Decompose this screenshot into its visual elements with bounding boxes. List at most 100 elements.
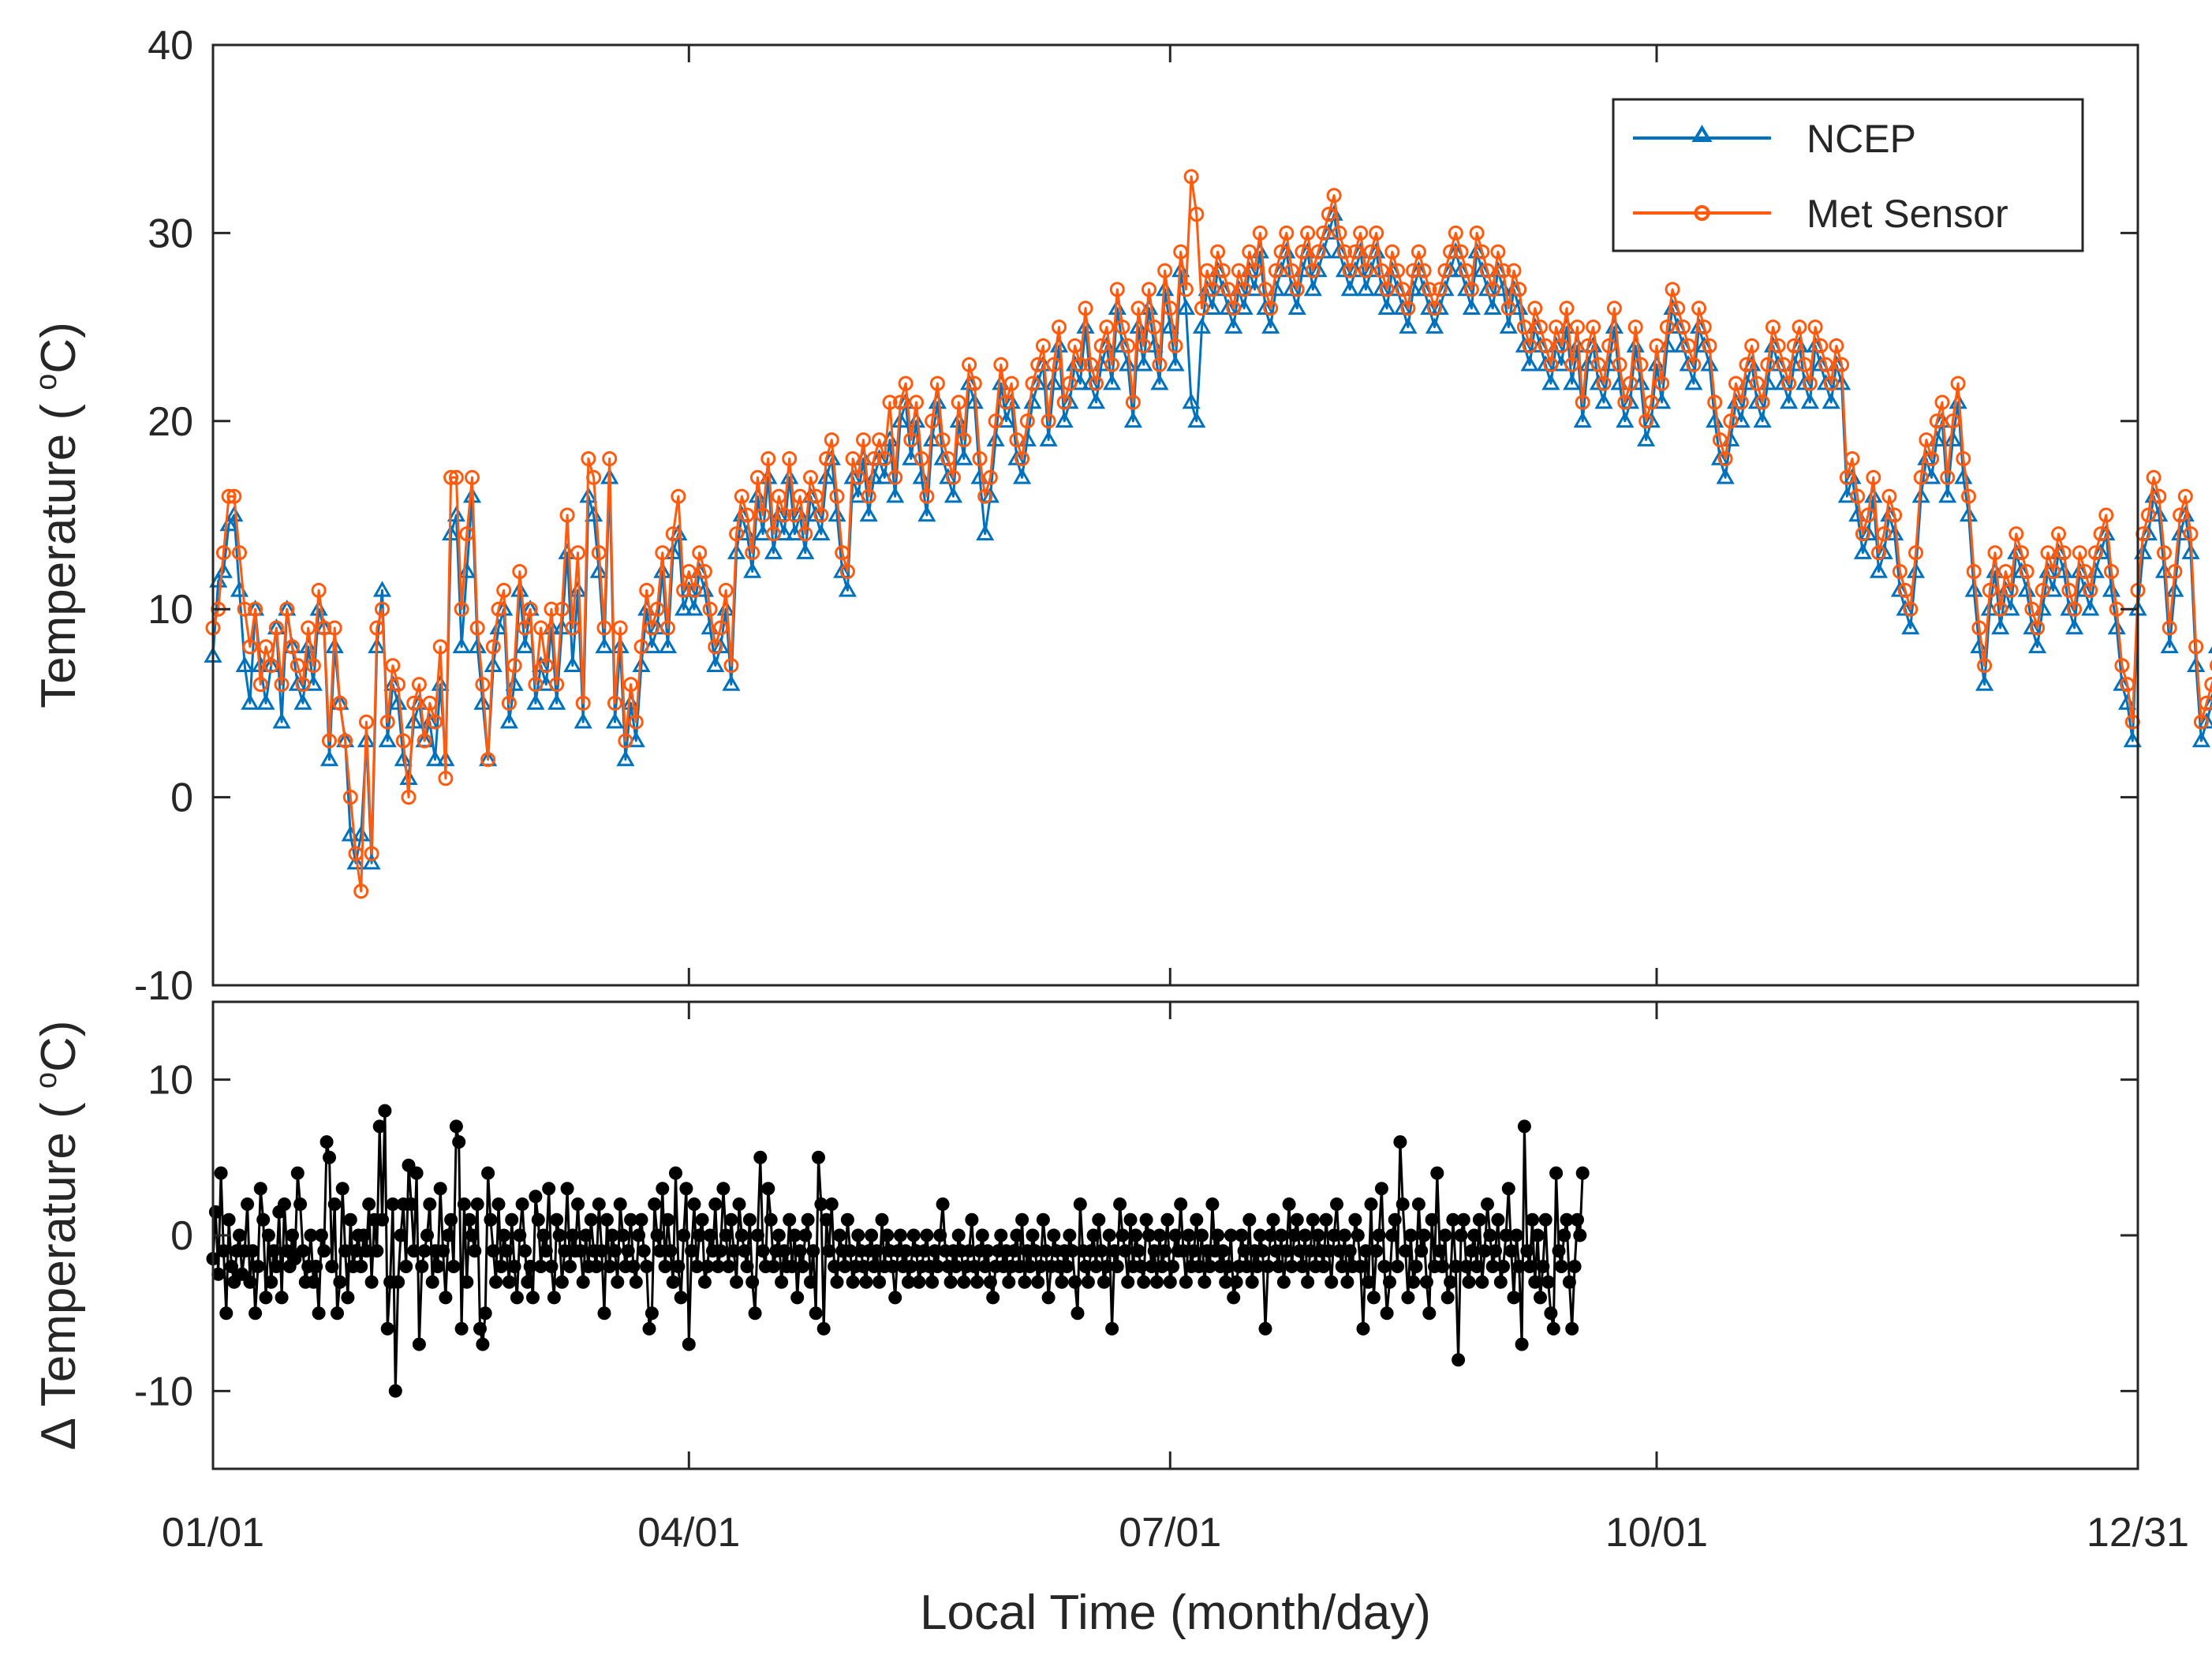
ncep-point	[1166, 355, 1185, 372]
met-sensor-point	[1474, 244, 1490, 260]
ncep-point	[2197, 712, 2212, 729]
delta-temperature-point	[214, 1166, 228, 1180]
delta-temperature-point	[454, 1321, 469, 1336]
delta-temperature-point	[323, 1150, 336, 1164]
delta-temperature-point	[571, 1197, 585, 1211]
delta-temperature-point	[476, 1337, 490, 1351]
ncep-point	[812, 524, 831, 541]
delta-temperature-point	[1073, 1197, 1087, 1211]
delta-temperature-point	[611, 1275, 625, 1289]
ncep-point	[2107, 618, 2126, 635]
delta-temperature-point	[219, 1306, 234, 1321]
delta-temperature-point	[1115, 1228, 1130, 1242]
delta-temperature-point	[1031, 1275, 1045, 1289]
delta-temperature-point	[793, 1244, 807, 1258]
met-sensor-point	[1205, 282, 1220, 297]
met-sensor-point	[1178, 282, 1194, 297]
delta-temperature-point	[893, 1228, 907, 1242]
met-sensor-point	[1733, 394, 1749, 410]
delta-temperature-point	[1417, 1228, 1431, 1242]
ncep-point	[372, 581, 392, 597]
delta-temperature-point	[925, 1275, 940, 1289]
ncep-point	[225, 505, 244, 522]
ncep-point	[1673, 336, 1693, 353]
met-sensor-point	[422, 695, 438, 711]
top-y-tick-label: 10	[148, 587, 193, 633]
met-sensor-point	[1263, 301, 1279, 316]
met-sensor-point	[1522, 338, 1538, 353]
ncep-point	[1483, 298, 1502, 315]
ncep-point	[319, 749, 339, 767]
ncep-point	[1499, 317, 1518, 334]
ncep-point	[1039, 430, 1058, 446]
met-sensor-point	[618, 733, 633, 749]
met-sensor-point	[1332, 225, 1347, 241]
delta-temperature-point	[1166, 1260, 1180, 1273]
delta-temperature-point	[1179, 1275, 1193, 1289]
delta-temperature-point	[1364, 1197, 1378, 1211]
met-sensor-point	[892, 394, 908, 410]
met-sensor-point	[1089, 375, 1104, 391]
met-sensor-point	[2014, 545, 2029, 561]
delta-temperature-point	[708, 1197, 723, 1211]
met-sensor-point	[2019, 564, 2035, 579]
delta-temperature-point	[518, 1244, 532, 1258]
met-sensor-point	[1723, 413, 1739, 429]
delta-temperature-point	[378, 1104, 392, 1118]
delta-temperature-point	[1366, 1291, 1381, 1305]
met-sensor-point	[1654, 375, 1670, 391]
met-sensor-point	[1384, 244, 1400, 260]
delta-temperature-point	[661, 1212, 674, 1227]
met-sensor-point	[1776, 357, 1792, 372]
delta-temperature-point	[1475, 1275, 1489, 1289]
met-sensor-point	[919, 488, 935, 504]
delta-temperature-point	[1256, 1244, 1270, 1258]
delta-temperature-point	[859, 1275, 873, 1289]
met-sensor-point	[1035, 338, 1051, 353]
met-sensor-point	[237, 601, 252, 617]
ncep-point	[833, 562, 852, 578]
ncep-point	[1975, 674, 1994, 691]
ncep-point	[1515, 336, 1534, 353]
legend: NCEP Met Sensor	[1612, 98, 2084, 252]
met-sensor-point	[565, 620, 581, 636]
delta-temperature-point	[1092, 1212, 1106, 1227]
ncep-point	[2065, 618, 2084, 635]
delta-temperature-point	[412, 1337, 426, 1351]
ncep-point	[1103, 374, 1122, 390]
delta-temperature-point	[314, 1228, 328, 1242]
met-sensor-point	[1987, 545, 2003, 561]
ncep-point	[352, 825, 371, 842]
delta-temperature-point	[1113, 1197, 1127, 1211]
delta-temperature-point	[529, 1190, 543, 1204]
delta-temperature-point	[1160, 1212, 1175, 1227]
met-sensor-point	[1273, 244, 1289, 260]
delta-temperature-point	[1562, 1275, 1576, 1289]
met-sensor-point	[1448, 225, 1463, 241]
met-sensor-point	[1834, 357, 1850, 372]
delta-temperature-point	[544, 1260, 559, 1273]
met-sensor-point	[1659, 319, 1675, 335]
met-sensor-point	[792, 488, 808, 504]
delta-temperature-point	[697, 1275, 712, 1289]
ncep-point	[1150, 374, 1169, 390]
ncep-point	[796, 543, 815, 559]
delta-temperature-point	[1549, 1166, 1564, 1180]
met-sensor-point	[2087, 545, 2103, 561]
met-sensor-point	[570, 545, 585, 561]
ncep-point	[1176, 298, 1195, 315]
met-sensor-point	[465, 469, 480, 485]
legend-ncep-label: NCEP	[1807, 117, 1916, 161]
met-sensor-point	[1268, 263, 1283, 278]
met-sensor-point	[1358, 263, 1373, 278]
delta-temperature-point	[457, 1197, 471, 1211]
ncep-point	[1314, 242, 1333, 259]
met-sensor-point	[1627, 319, 1643, 335]
delta-temperature-point	[370, 1244, 384, 1258]
met-sensor-point	[1564, 357, 1580, 372]
ncep-point	[616, 749, 635, 767]
delta-temperature-point	[888, 1291, 902, 1305]
series-ncep	[204, 204, 2212, 870]
ncep-point	[1906, 562, 1926, 578]
delta-temperature-point	[245, 1244, 260, 1258]
